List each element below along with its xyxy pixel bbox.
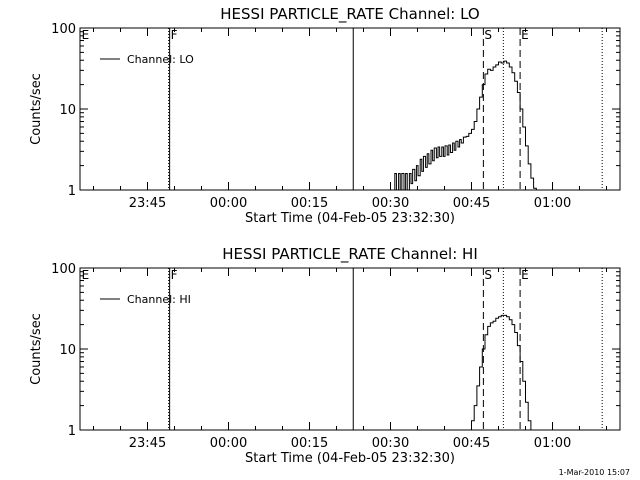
chart-title: HESSI PARTICLE_RATE Channel: HI [222,245,478,264]
marker-label: E [521,268,529,282]
x-tick-label: 23:45 [129,436,166,451]
marker-label: S [484,268,492,282]
x-tick-label: 00:30 [372,436,409,451]
y-axis-label: Counts/sec [29,73,44,145]
x-tick-label: 00:45 [453,196,490,211]
x-tick-label: 23:45 [129,196,166,211]
marker-label: E [521,28,529,42]
y-tick-label: 100 [51,262,76,277]
y-tick-label: 10 [59,343,76,358]
marker-label: F [171,268,178,282]
x-axis-label: Start Time (04-Feb-05 23:32:30) [245,451,455,466]
x-tick-label: 00:15 [291,436,328,451]
x-tick-label: 00:00 [210,436,247,451]
marker-label: S [484,28,492,42]
timestamp-footer: 1-Mar-2010 15:07 [558,468,630,477]
marker-label: E [82,28,90,42]
x-tick-label: 01:00 [534,196,571,211]
x-tick-label: 01:00 [534,436,571,451]
chart-title: HESSI PARTICLE_RATE Channel: LO [220,5,479,24]
legend-label: Channel: LO [127,53,194,66]
series-line [393,60,537,191]
y-tick-label: 100 [51,22,76,37]
x-tick-label: 00:00 [210,196,247,211]
x-tick-label: 00:15 [291,196,328,211]
x-axis-label: Start Time (04-Feb-05 23:32:30) [245,211,455,226]
series-line [468,314,532,431]
marker-label: E [82,268,90,282]
marker-label: F [171,28,178,42]
legend-label: Channel: HI [127,293,191,306]
y-tick-label: 1 [68,184,76,199]
y-tick-label: 10 [59,103,76,118]
y-tick-label: 1 [68,424,76,439]
x-tick-label: 00:45 [453,436,490,451]
x-tick-label: 00:30 [372,196,409,211]
y-axis-label: Counts/sec [29,313,44,385]
